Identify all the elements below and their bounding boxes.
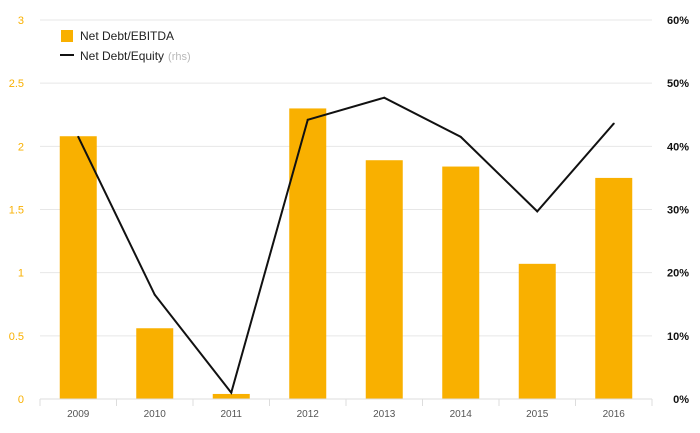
x-tick-label: 2013 [373, 409, 396, 420]
right-y-axis: 0% 10% 20% 30% 40% 50% 60% [667, 15, 689, 406]
left-y-tick-label: 1 [18, 268, 24, 280]
legend-swatch-bar [61, 30, 73, 42]
right-y-tick-label: 60% [667, 15, 689, 27]
line-point [77, 135, 80, 138]
bar [136, 328, 174, 399]
left-y-tick-label: 1.5 [9, 205, 24, 217]
gridlines [40, 19, 652, 337]
left-y-tick-label: 3 [18, 15, 24, 27]
right-y-tick-label: 40% [667, 141, 689, 153]
x-tick-label: 2012 [297, 409, 320, 420]
bar [442, 166, 480, 399]
x-tick-label: 2014 [450, 409, 473, 420]
legend: Net Debt/EBITDA Net Debt/Equity (rhs) [60, 29, 191, 63]
line-point [612, 122, 615, 125]
line-point [153, 293, 156, 296]
line-path [77, 96, 615, 395]
bar [289, 108, 327, 399]
x-tick-label: 2011 [220, 409, 242, 420]
legend-label-net-debt-equity: Net Debt/Equity (rhs) [80, 49, 191, 63]
line-point [536, 210, 539, 213]
right-y-tick-label: 30% [667, 205, 689, 217]
bar [365, 160, 403, 399]
legend-label-rhs-suffix: (rhs) [168, 51, 191, 63]
right-y-tick-label: 0% [673, 394, 689, 406]
left-y-tick-label: 0.5 [9, 331, 24, 343]
legend-label-net-debt-ebitda: Net Debt/EBITDA [80, 29, 174, 43]
x-axis: 2009 2010 2011 2012 2013 2014 2015 2016 [39, 398, 653, 420]
bar [212, 393, 250, 399]
legend-label-net-debt-equity-text: Net Debt/Equity [80, 49, 164, 63]
line-series [77, 96, 615, 395]
x-tick-label: 2015 [526, 409, 549, 420]
bar [59, 136, 97, 399]
bar [518, 263, 556, 399]
left-y-tick-label: 0 [18, 394, 24, 406]
right-y-tick-label: 50% [667, 78, 689, 90]
right-y-tick-label: 20% [667, 268, 689, 280]
left-y-axis: 0 0.5 1 1.5 2 2.5 3 [9, 15, 24, 406]
x-tick-label: 2009 [67, 409, 90, 420]
bar [595, 177, 633, 399]
line-point [230, 391, 233, 394]
line-point [459, 135, 462, 138]
x-tick-label: 2010 [144, 409, 167, 420]
line-point [306, 118, 309, 121]
left-y-tick-label: 2.5 [9, 78, 24, 90]
line-point [383, 96, 386, 99]
right-y-tick-label: 10% [667, 331, 689, 343]
left-y-tick-label: 2 [18, 141, 24, 153]
bar-series [59, 108, 633, 399]
x-tick-label: 2016 [603, 409, 626, 420]
